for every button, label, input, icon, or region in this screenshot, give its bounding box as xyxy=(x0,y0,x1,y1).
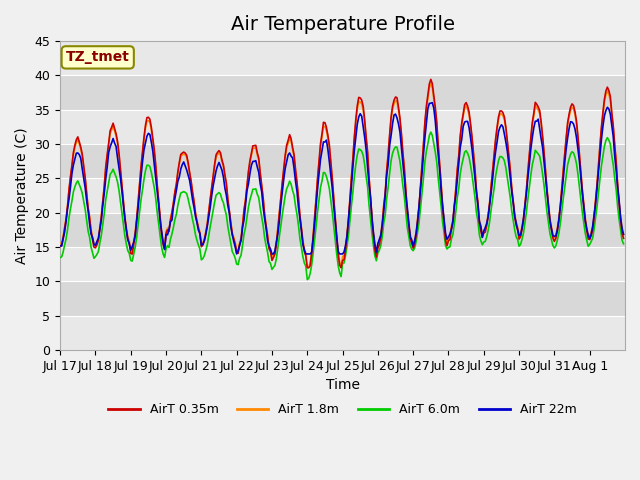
Bar xyxy=(60,281,625,316)
X-axis label: Time: Time xyxy=(326,378,360,392)
Bar xyxy=(60,213,625,247)
Bar xyxy=(60,316,625,350)
Bar xyxy=(60,247,625,281)
Bar xyxy=(60,144,625,179)
Bar xyxy=(60,110,625,144)
Bar xyxy=(60,179,625,213)
Title: Air Temperature Profile: Air Temperature Profile xyxy=(230,15,454,34)
Bar xyxy=(60,41,625,75)
Text: TZ_tmet: TZ_tmet xyxy=(66,50,130,64)
Bar xyxy=(60,75,625,110)
Y-axis label: Air Temperature (C): Air Temperature (C) xyxy=(15,127,29,264)
Legend: AirT 0.35m, AirT 1.8m, AirT 6.0m, AirT 22m: AirT 0.35m, AirT 1.8m, AirT 6.0m, AirT 2… xyxy=(103,398,582,421)
